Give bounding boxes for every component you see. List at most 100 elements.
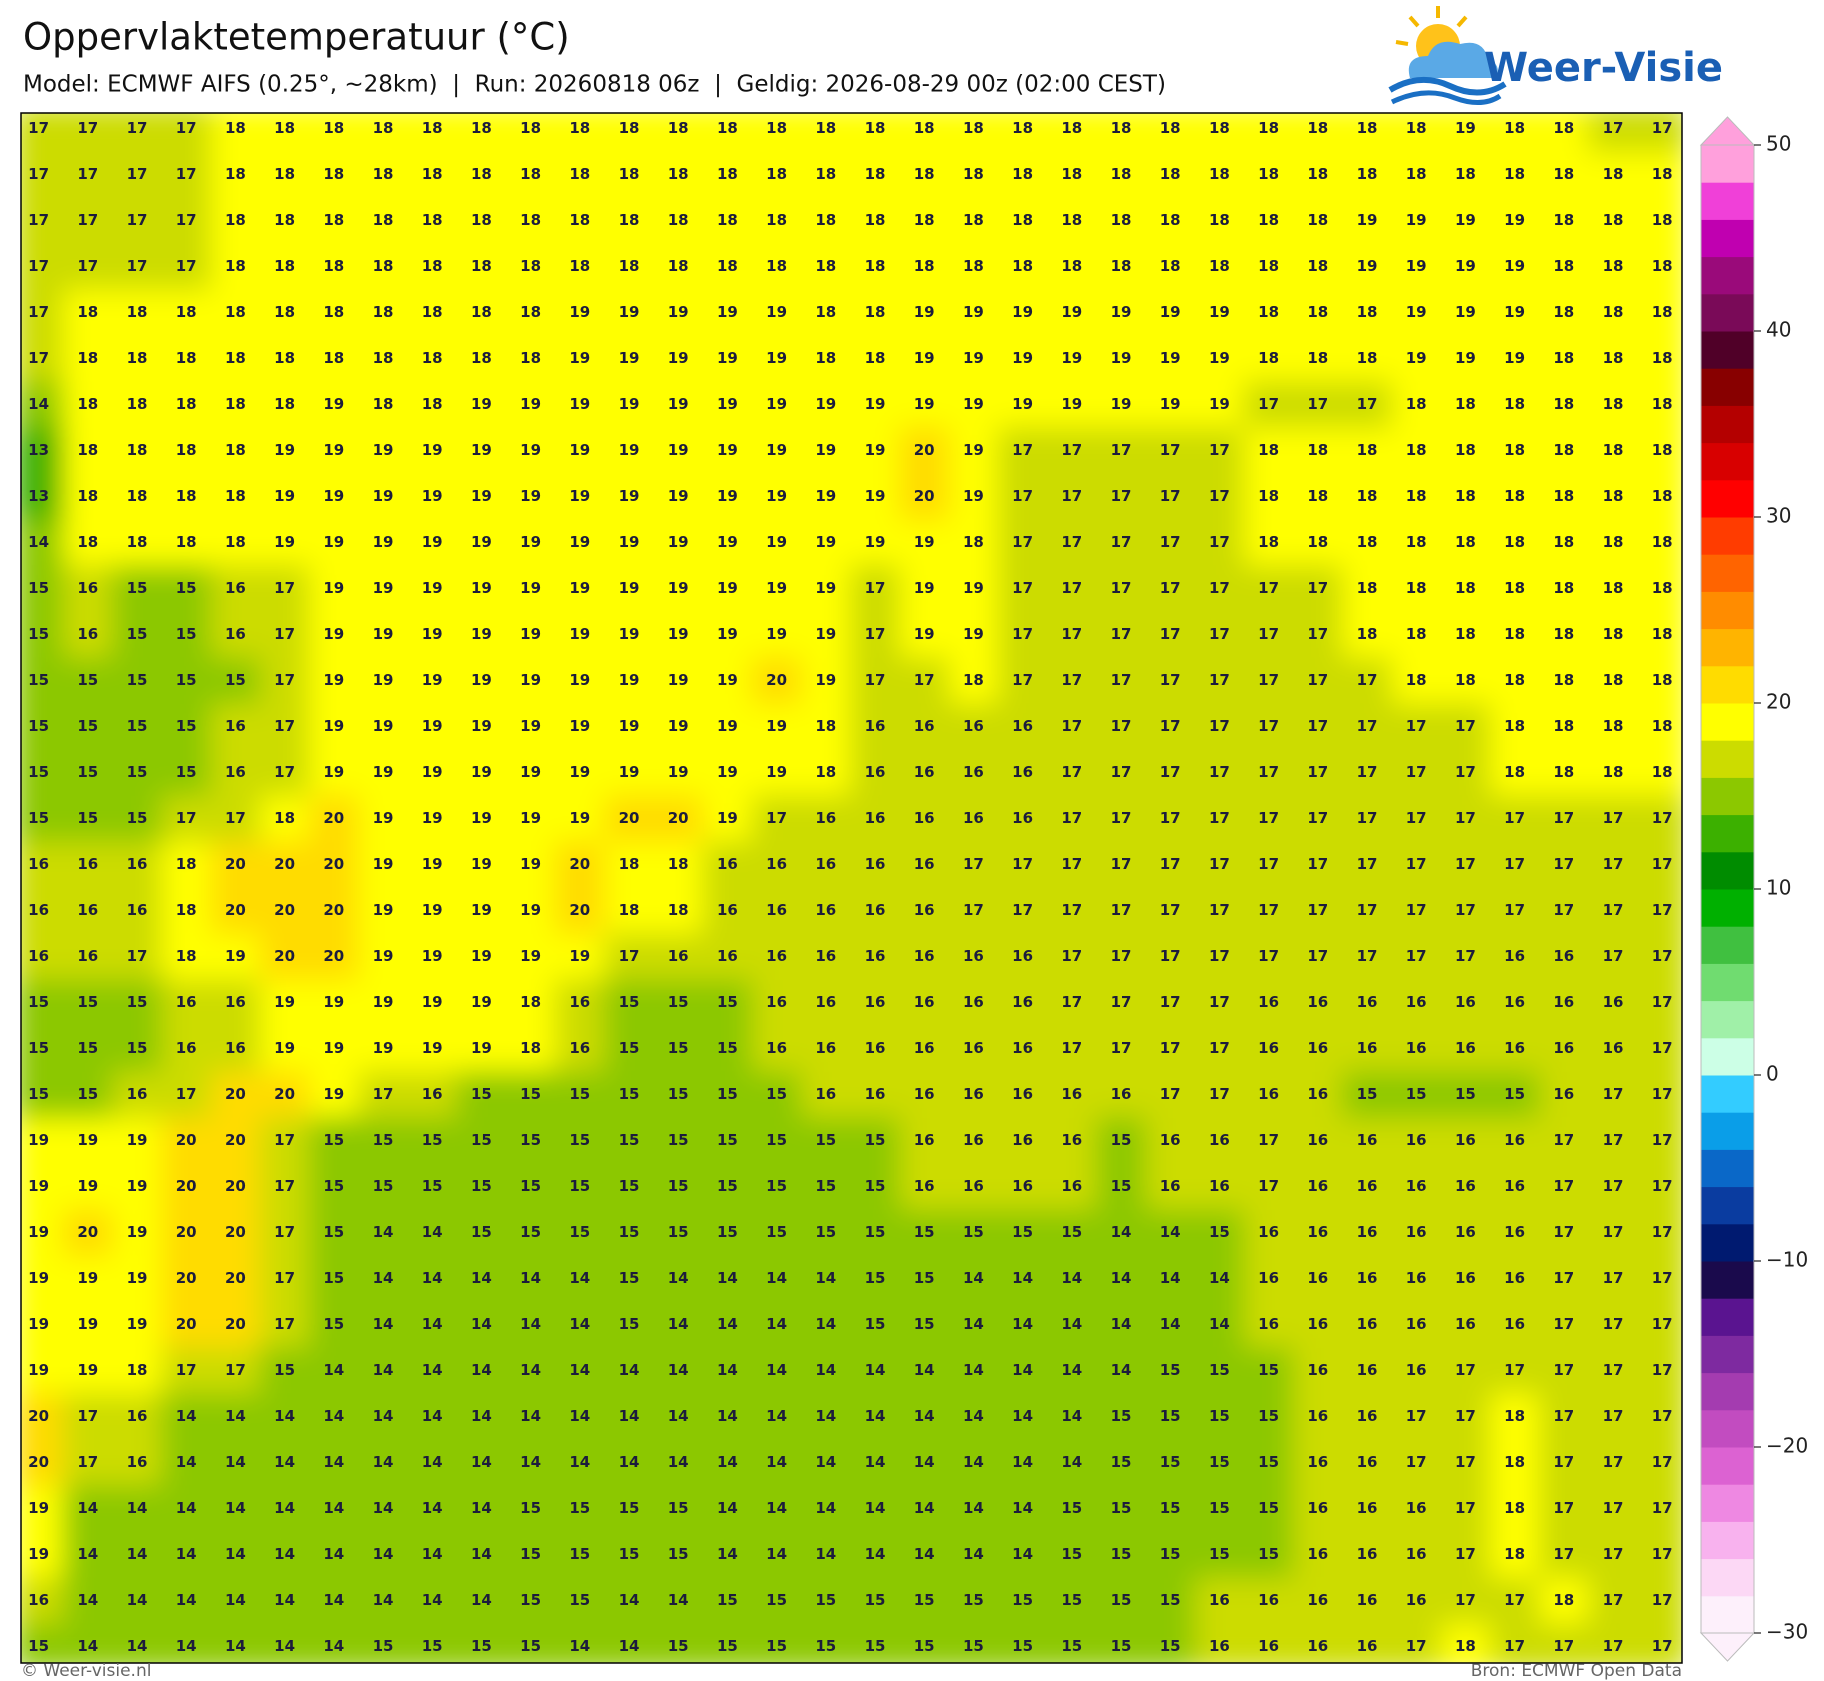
temperature-label: 18 xyxy=(1553,487,1574,505)
temperature-cell xyxy=(1440,703,1491,751)
temperature-label: 15 xyxy=(28,579,49,597)
temperature-cell xyxy=(752,703,803,751)
temperature-cell xyxy=(604,657,655,705)
temperature-cell xyxy=(702,381,753,429)
temperature-label: 15 xyxy=(225,671,246,689)
temperature-cell xyxy=(604,1347,655,1395)
temperature-label: 14 xyxy=(619,1591,640,1609)
temperature-label: 17 xyxy=(1160,901,1181,919)
temperature-label: 17 xyxy=(1603,1545,1624,1563)
temperature-label: 16 xyxy=(963,763,984,781)
temperature-cell xyxy=(407,887,458,935)
temperature-label: 17 xyxy=(1209,533,1230,551)
temperature-label: 18 xyxy=(1553,763,1574,781)
temperature-label: 19 xyxy=(619,717,640,735)
temperature-label: 18 xyxy=(569,165,590,183)
temperature-cell xyxy=(1539,151,1590,199)
temperature-cell xyxy=(112,1485,163,1533)
temperature-cell xyxy=(1342,1025,1393,1073)
temperature-label: 16 xyxy=(1504,1315,1525,1333)
temperature-cell xyxy=(1145,473,1196,521)
temperature-cell xyxy=(21,1071,65,1119)
temperature-cell xyxy=(1244,841,1295,889)
temperature-label: 16 xyxy=(1553,947,1574,965)
temperature-cell xyxy=(112,197,163,245)
temperature-label: 19 xyxy=(471,947,492,965)
temperature-cell xyxy=(21,1623,65,1663)
temperature-cell xyxy=(604,1577,655,1625)
temperature-label: 15 xyxy=(963,1637,984,1655)
temperature-label: 16 xyxy=(1504,993,1525,1011)
temperature-cell xyxy=(63,1025,114,1073)
temperature-cell xyxy=(1244,703,1295,751)
temperature-cell xyxy=(63,151,114,199)
temperature-cell xyxy=(1342,1255,1393,1303)
temperature-label: 19 xyxy=(422,671,443,689)
temperature-label: 13 xyxy=(28,441,49,459)
temperature-label: 17 xyxy=(225,1361,246,1379)
temperature-cell xyxy=(1096,113,1147,153)
temperature-label: 17 xyxy=(77,119,98,137)
temperature-cell xyxy=(260,1623,311,1663)
temperature-label: 17 xyxy=(1357,717,1378,735)
temperature-cell xyxy=(1244,1255,1295,1303)
temperature-label: 14 xyxy=(77,1591,98,1609)
temperature-cell xyxy=(1293,381,1344,429)
temperature-cell xyxy=(1047,197,1098,245)
cloud xyxy=(1408,41,1498,78)
temperature-label: 19 xyxy=(1406,349,1427,367)
temperature-label: 19 xyxy=(668,625,689,643)
temperature-label: 18 xyxy=(422,349,443,367)
temperature-label: 18 xyxy=(274,809,295,827)
temperature-label: 19 xyxy=(1160,395,1181,413)
temperature-cell xyxy=(752,657,803,705)
temperature-label: 17 xyxy=(1357,947,1378,965)
temperature-label: 16 xyxy=(1357,1361,1378,1379)
temperature-label: 17 xyxy=(1652,1545,1673,1563)
temperature-cell xyxy=(1194,1347,1245,1395)
temperature-cell xyxy=(998,1347,1049,1395)
temperature-label: 19 xyxy=(914,533,935,551)
temperature-label: 19 xyxy=(1455,349,1476,367)
temperature-cell xyxy=(407,749,458,797)
temperature-label: 18 xyxy=(1012,211,1033,229)
temperature-cell xyxy=(506,1117,557,1165)
temperature-cell xyxy=(358,979,409,1027)
temperature-cell xyxy=(309,611,360,659)
temperature-label: 16 xyxy=(1258,1269,1279,1287)
temperature-cell xyxy=(948,933,999,981)
temperature-label: 17 xyxy=(1603,1361,1624,1379)
temperature-label: 15 xyxy=(1455,1085,1476,1103)
temperature-label: 14 xyxy=(815,1407,836,1425)
temperature-label: 18 xyxy=(1652,349,1673,367)
temperature-cell xyxy=(1342,979,1393,1027)
temperature-label: 18 xyxy=(1307,165,1328,183)
temperature-label: 18 xyxy=(1258,349,1279,367)
temperature-label: 20 xyxy=(225,1085,246,1103)
colorbar-segment xyxy=(1701,1112,1754,1150)
temperature-label: 19 xyxy=(471,579,492,597)
temperature-cell xyxy=(899,1623,950,1663)
temperature-cell xyxy=(1194,887,1245,935)
temperature-label: 16 xyxy=(225,763,246,781)
temperature-cell xyxy=(21,565,65,613)
temperature-cell xyxy=(1391,289,1442,337)
temperature-cell xyxy=(407,427,458,475)
temperature-cell xyxy=(161,887,212,935)
temperature-cell xyxy=(21,1301,65,1349)
sun-rays xyxy=(1395,6,1468,46)
temperature-cell xyxy=(112,519,163,567)
temperature-cell xyxy=(456,979,507,1027)
temperature-label: 14 xyxy=(127,1545,148,1563)
temperature-cell xyxy=(456,473,507,521)
temperature-label: 14 xyxy=(127,1499,148,1517)
temperature-cell xyxy=(1244,335,1295,383)
temperature-cell xyxy=(1342,1163,1393,1211)
temperature-cell xyxy=(358,381,409,429)
temperature-label: 17 xyxy=(1111,809,1132,827)
temperature-label: 17 xyxy=(1111,579,1132,597)
temperature-cell xyxy=(555,427,606,475)
temperature-label: 18 xyxy=(176,901,197,919)
temperature-label: 19 xyxy=(373,533,394,551)
temperature-cell xyxy=(456,703,507,751)
